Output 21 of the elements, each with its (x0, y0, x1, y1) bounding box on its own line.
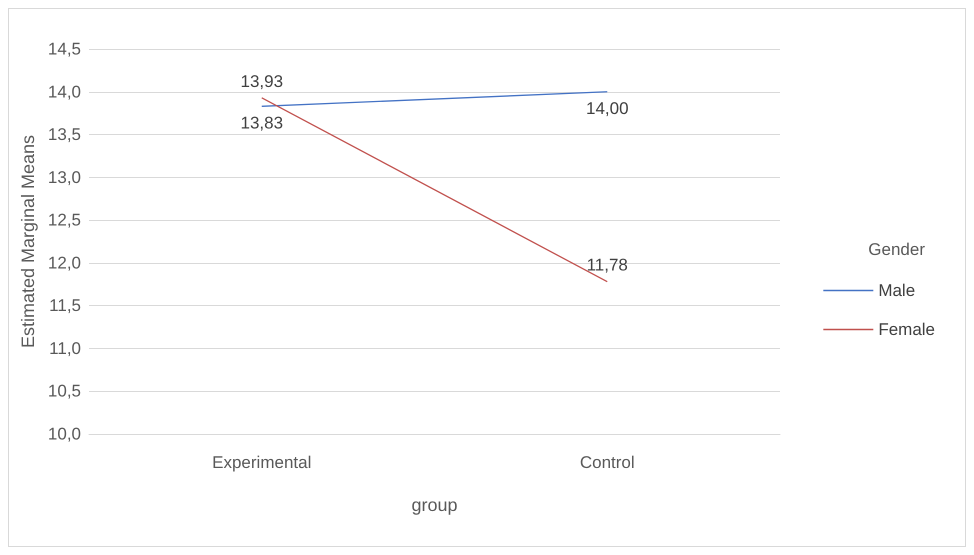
legend-title: Gender (868, 240, 926, 259)
y-tick-label: 12,5 (48, 210, 81, 230)
legend-label: Male (878, 281, 916, 300)
y-tick-label: 11,0 (49, 338, 81, 358)
y-tick-label: 13,0 (48, 168, 81, 187)
x-tick-label: Control (580, 453, 635, 472)
y-tick-label: 13,5 (48, 125, 81, 144)
data-label: 14,00 (586, 98, 629, 118)
y-tick-label: 14,5 (48, 40, 81, 58)
y-tick-label: 11,5 (49, 296, 81, 316)
data-label: 13,83 (240, 113, 284, 132)
data-label: 13,93 (240, 72, 284, 91)
y-tick-label: 10,5 (48, 382, 81, 401)
legend-label: Female (878, 320, 935, 339)
data-label: 11,78 (586, 256, 628, 275)
x-axis-title: group (411, 495, 458, 515)
y-axis-title: Estimated Marginal Means (18, 134, 38, 348)
y-tick-label: 14,0 (48, 82, 81, 102)
y-tick-label: 10,0 (48, 424, 81, 444)
x-tick-label: Experimental (212, 453, 312, 472)
y-tick-label: 12,0 (48, 253, 81, 272)
